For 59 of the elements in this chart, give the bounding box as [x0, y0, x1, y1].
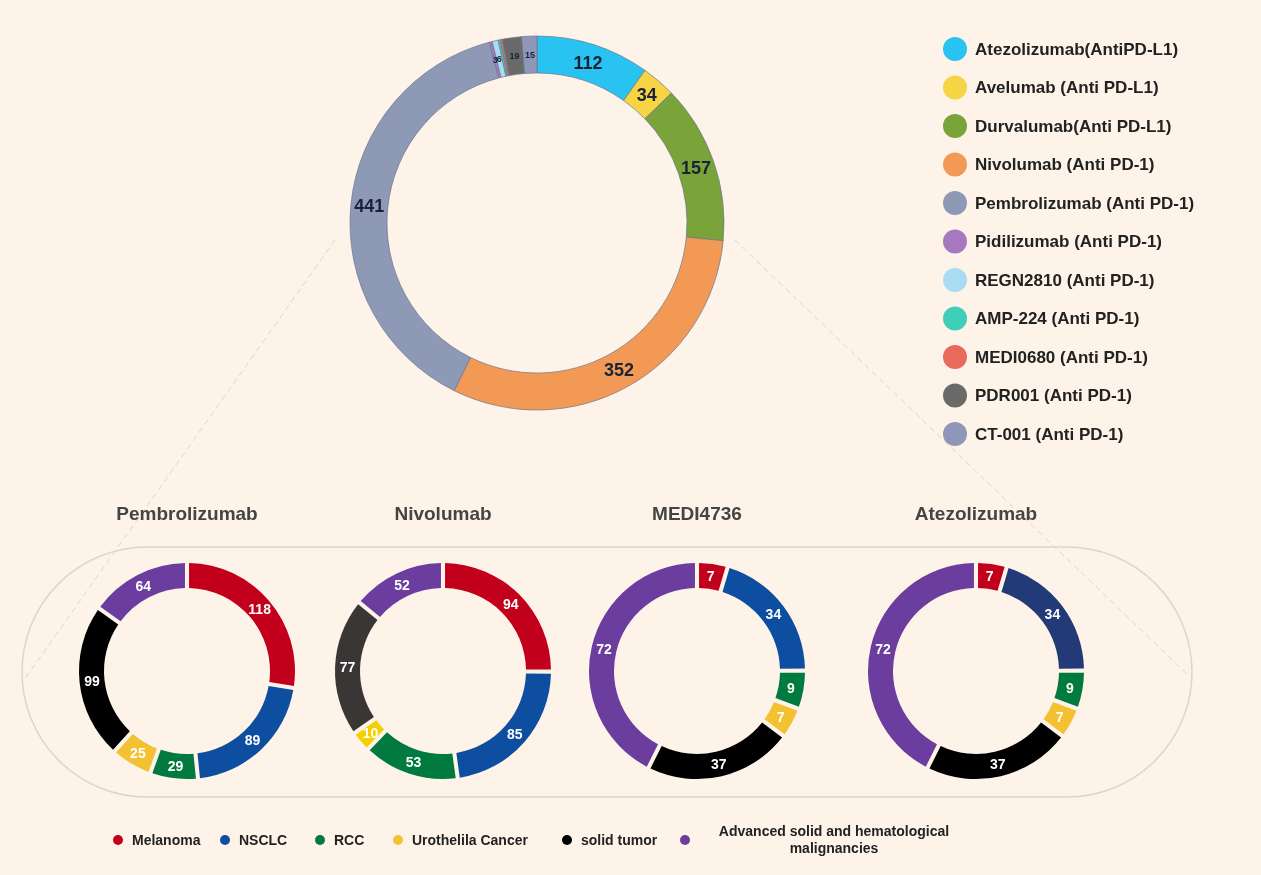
data-label: 118	[248, 600, 272, 617]
data-label: 72	[596, 640, 613, 657]
legend-label: Melanoma	[132, 831, 201, 848]
data-label: 3	[492, 54, 498, 65]
data-label: 77	[339, 659, 356, 676]
data-label: 53	[405, 753, 422, 770]
legend-label: Durvalumab(Anti PD-L1)	[975, 116, 1172, 136]
data-label: 34	[765, 605, 782, 622]
donut-slice	[197, 686, 294, 779]
legend-label: PDR001 (Anti PD-1)	[975, 386, 1132, 406]
data-label: 52	[394, 576, 411, 593]
data-label: 64	[135, 578, 152, 594]
data-label: 85	[507, 725, 523, 742]
data-label: 7	[776, 708, 785, 725]
data-label: 7	[1055, 708, 1064, 725]
data-label: 37	[990, 755, 1006, 772]
data-label: 99	[84, 673, 101, 690]
data-label: 10	[362, 725, 379, 742]
data-label: 34	[1044, 605, 1061, 622]
legend-label: NSCLC	[239, 831, 288, 848]
legend-label: CT-001 (Anti PD-1)	[975, 424, 1124, 444]
data-label: 6	[496, 53, 502, 64]
data-label: 157	[681, 157, 712, 178]
donut-slice	[360, 563, 441, 617]
legend-label: AMP-224 (Anti PD-1)	[975, 309, 1140, 329]
legend-label: Atezolizumab(AntiPD-L1)	[975, 39, 1179, 59]
data-label: 72	[875, 640, 892, 657]
data-label: 7	[985, 568, 994, 585]
data-label: 29	[167, 757, 184, 774]
legend-label: MEDI0680 (Anti PD-1)	[975, 347, 1148, 367]
data-label: 7	[706, 568, 715, 585]
chart-title: Pembrolizumab	[116, 503, 258, 524]
chart-title: MEDI4736	[652, 503, 742, 524]
donut-slice	[100, 563, 185, 622]
legend-label: REGN2810 (Anti PD-1)	[975, 270, 1155, 290]
legend-label: Pidilizumab (Anti PD-1)	[975, 232, 1162, 252]
data-label: 37	[711, 755, 727, 772]
data-label: 9	[787, 679, 796, 696]
chart-title: Atezolizumab	[914, 503, 1038, 524]
legend-label: Avelumab (Anti PD-L1)	[975, 78, 1159, 98]
legend-label: Nivolumab (Anti PD-1)	[975, 155, 1155, 175]
data-label: 34	[636, 85, 657, 106]
data-label: 19	[509, 51, 520, 62]
data-label: 352	[604, 360, 635, 381]
legend-label: Pembrolizumab (Anti PD-1)	[975, 193, 1195, 213]
data-label: 94	[502, 595, 519, 612]
data-label: 9	[1066, 679, 1075, 696]
legend-label: Urothelila Cancer	[412, 831, 529, 848]
legend-label: solid tumor	[581, 831, 658, 848]
donut-slice	[79, 609, 130, 750]
data-label: 112	[573, 52, 603, 73]
chart-title: Nivolumab	[394, 503, 492, 524]
legend-label: RCC	[334, 831, 365, 848]
data-label: 441	[354, 196, 385, 217]
legend-label: Advanced solid and hematological malignancies	[718, 822, 950, 856]
data-label: 15	[525, 49, 536, 60]
data-label: 25	[130, 744, 146, 761]
data-label: 89	[244, 732, 261, 749]
donut-slice	[445, 563, 551, 670]
